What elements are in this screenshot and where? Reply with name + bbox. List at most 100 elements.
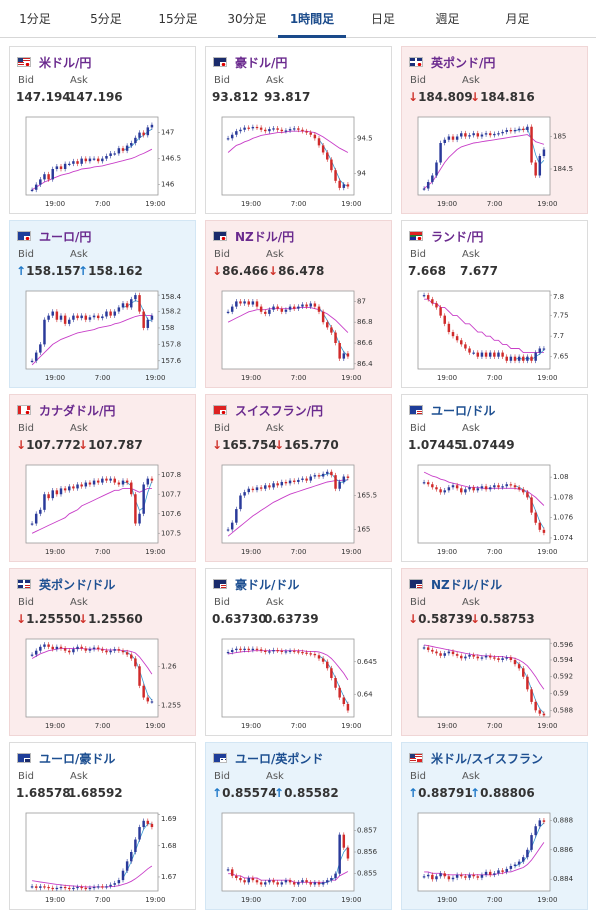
currency-pair-link[interactable]: スイスフラン/円: [235, 403, 324, 418]
tab-timeframe[interactable]: 15分足: [158, 12, 198, 26]
currency-pair-link[interactable]: NZドル/ドル: [431, 577, 503, 592]
tab-timeframe[interactable]: 5分足: [90, 12, 122, 26]
currency-card[interactable]: カナダドル/円 Bid Ask ↓107.772 ↓107.787 107.8 107.7 1…: [9, 394, 196, 562]
tab-timeframe[interactable]: 1時間足: [278, 0, 346, 38]
candle-body: [464, 133, 467, 137]
currency-pair-link[interactable]: 米ドル/円: [39, 55, 92, 70]
chart-area[interactable]: 0.888 0.886 0.884 19:00 7:00 19:00: [412, 809, 582, 905]
candle-body: [121, 870, 125, 881]
tab-timeframe[interactable]: 1分足: [19, 12, 51, 26]
currency-pair-link[interactable]: 英ポンド/ドル: [39, 577, 116, 592]
candle-body: [288, 129, 292, 131]
candle-body: [51, 311, 54, 316]
ask-price-text: 86.478: [278, 264, 325, 278]
arrow-down-icon: ↓: [268, 264, 279, 278]
bid-price: ↓1.25550: [16, 612, 81, 626]
candle-body: [313, 134, 317, 139]
currency-pair-link[interactable]: ユーロ/ドル: [431, 403, 496, 418]
candle-body: [522, 128, 525, 130]
currency-pair-link[interactable]: ユーロ/豪ドル: [39, 751, 116, 766]
candle-body: [426, 295, 430, 300]
currency-pair-link[interactable]: カナダドル/円: [39, 403, 116, 418]
currency-pair-link[interactable]: 英ポンド/円: [431, 55, 496, 70]
candle-body: [501, 131, 504, 134]
chart-area[interactable]: 107.8 107.7 107.6 107.5 19:00 7:00 19:00: [20, 461, 190, 557]
candle-body: [117, 649, 121, 651]
candle-body: [272, 306, 275, 310]
chart-frame: [417, 464, 551, 544]
candle-body: [334, 170, 337, 181]
candle-body: [92, 315, 96, 318]
chart-area[interactable]: 94.5 94 19:00 7:00 19:00: [216, 113, 386, 209]
currency-card[interactable]: ユーロ/円 Bid Ask ↑158.157 ↑158.162 158.4 158.2 158…: [9, 220, 196, 388]
candle-body: [68, 887, 71, 890]
candle-body: [280, 481, 284, 486]
candle-body: [542, 348, 546, 350]
x-tick-label: 19:00: [145, 548, 165, 556]
currency-pair-link[interactable]: 豪ドル/円: [235, 55, 288, 70]
chart-area[interactable]: 87 86.8 86.6 86.4 19:00 7:00 19:00: [216, 287, 386, 383]
chart-area[interactable]: 185 184.5 19:00 7:00 19:00: [412, 113, 582, 209]
bid-price-text: 158.157: [26, 264, 81, 278]
currency-card[interactable]: 英ポンド/円 Bid Ask ↓184.809 ↓184.816 185 184.5 19:0…: [401, 46, 588, 214]
price-chart: 1.26 1.255 19:00 7:00 19:00: [25, 638, 181, 730]
tab-timeframe[interactable]: 月足: [505, 12, 530, 26]
currency-pair-link[interactable]: ユーロ/円: [39, 229, 92, 244]
candle-body: [39, 509, 42, 514]
chart-area[interactable]: 1.26 1.255 19:00 7:00 19:00: [20, 635, 190, 731]
y-tick-label: 1.255: [161, 701, 181, 709]
candle-body: [309, 132, 312, 135]
chart-area[interactable]: 1.08 1.078 1.076 1.074 19:00 7:00 19:00: [412, 461, 582, 557]
chart-frame: [25, 116, 159, 196]
currency-card[interactable]: 豪ドル/円 Bid Ask 93.812 93.817 94.5 94 19:00 7:00 19…: [205, 46, 392, 214]
chart-area[interactable]: 1.69 1.68 1.67 19:00 7:00 19:00: [20, 809, 190, 905]
chart-area[interactable]: 0.596 0.594 0.592 0.59 0.588 19:00 7:00 19:00: [412, 635, 582, 731]
currency-card[interactable]: NZドル/円 Bid Ask ↓86.466 ↓86.478 87 86.8 86.6 86.4…: [205, 220, 392, 388]
candle-body: [43, 886, 46, 888]
candle-body: [493, 133, 496, 136]
ask-label: Ask: [70, 423, 88, 434]
currency-card[interactable]: 米ドル/円 Bid Ask 147.194 147.196 147 146.5 146 19:0…: [9, 46, 196, 214]
tab-timeframe[interactable]: 30分足: [227, 12, 267, 26]
y-tick-label: 0.588: [553, 706, 573, 714]
candle-body: [239, 648, 242, 651]
currency-card[interactable]: 米ドル/スイスフラン Bid Ask ↑0.88791 ↑0.88806 0.888 0.8…: [401, 742, 588, 910]
candle-body: [96, 315, 100, 319]
currency-pair-link[interactable]: ランド/円: [431, 229, 484, 244]
chart-area[interactable]: 0.645 0.64 19:00 7:00 19:00: [216, 635, 386, 731]
y-tick-label: 7.75: [553, 312, 569, 320]
moving-average-line: [424, 298, 544, 354]
currency-card[interactable]: NZドル/ドル Bid Ask ↓0.58739 ↓0.58753 0.596 0.594 0…: [401, 568, 588, 736]
chart-area[interactable]: 7.8 7.75 7.7 7.65 19:00 7:00 19:00: [412, 287, 582, 383]
candle-body: [280, 650, 284, 652]
currency-card[interactable]: ランド/円 Bid Ask 7.668 7.677 7.8 7.75 7.7 7.65 19:00…: [401, 220, 588, 388]
currency-pair-link[interactable]: 米ドル/スイスフラン: [431, 751, 544, 766]
chart-area[interactable]: 165.5 165 19:00 7:00 19:00: [216, 461, 386, 557]
currency-card[interactable]: 英ポンド/ドル Bid Ask ↓1.25550 ↓1.25560 1.26 1.255 19…: [9, 568, 196, 736]
currency-card[interactable]: スイスフラン/円 Bid Ask ↓165.754 ↓165.770 165.5 165 19…: [205, 394, 392, 562]
candle-body: [39, 886, 42, 888]
chart-area[interactable]: 147 146.5 146 19:00 7:00 19:00: [20, 113, 190, 209]
candle-body: [501, 870, 504, 872]
tab-timeframe[interactable]: 日足: [370, 12, 395, 26]
currency-card[interactable]: ユーロ/豪ドル Bid Ask 1.68578 1.68592 1.69 1.68 1.67 1…: [9, 742, 196, 910]
currency-card[interactable]: ユーロ/英ポンド Bid Ask ↑0.85574 ↑0.85582 0.857 0.856…: [205, 742, 392, 910]
x-tick-label: 19:00: [145, 200, 165, 208]
candle-body: [80, 484, 83, 487]
ask-price: 147.196: [68, 90, 123, 104]
x-tick-label: 19:00: [341, 722, 361, 730]
currency-pair-link[interactable]: ユーロ/英ポンド: [235, 751, 324, 766]
candle-body: [72, 315, 75, 320]
candle-body: [460, 488, 463, 493]
chart-area[interactable]: 0.857 0.856 0.855 19:00 7:00 19:00: [216, 809, 386, 905]
currency-pair-link[interactable]: NZドル/円: [235, 229, 295, 244]
candle-body: [334, 332, 337, 343]
currency-card[interactable]: 豪ドル/ドル Bid Ask 0.63730 0.63739 0.645 0.64 19:00…: [205, 568, 392, 736]
chart-area[interactable]: 158.4 158.2 158 157.8 157.6 19:00 7:00 19:00: [20, 287, 190, 383]
candle-body: [142, 484, 145, 514]
price-chart: 107.8 107.7 107.6 107.5 19:00 7:00 19:00: [25, 464, 182, 556]
currency-pair-link[interactable]: 豪ドル/ドル: [235, 577, 300, 592]
currency-card[interactable]: ユーロ/ドル Bid Ask 1.07445 1.07449 1.08 1.078 1.076…: [401, 394, 588, 562]
tab-timeframe[interactable]: 週足: [435, 12, 460, 26]
candle-body: [280, 882, 284, 885]
